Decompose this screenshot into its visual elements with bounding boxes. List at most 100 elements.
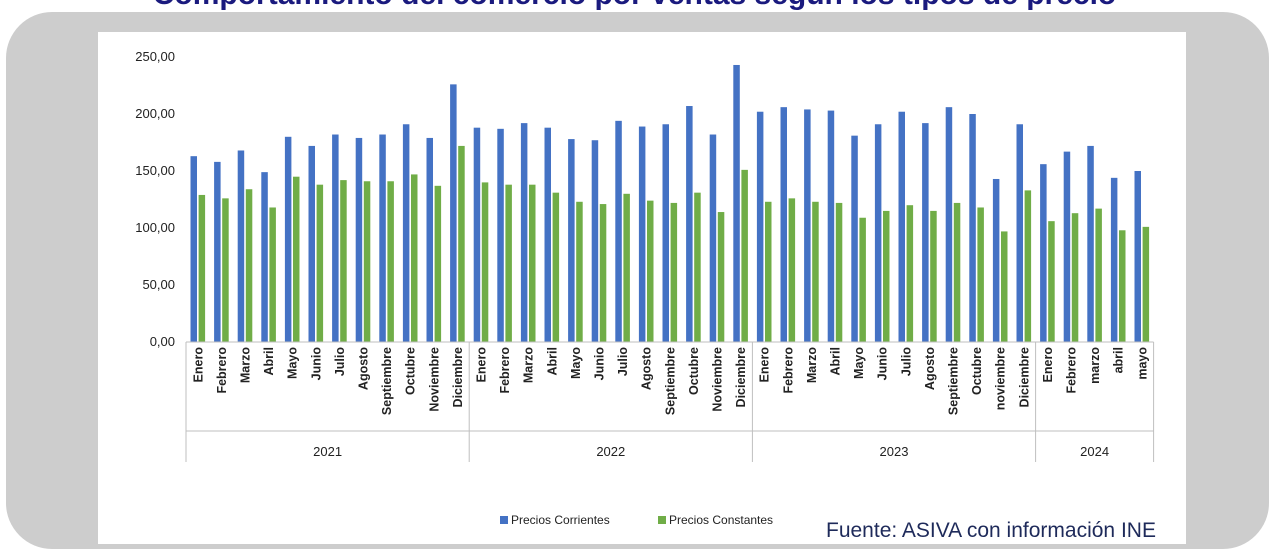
x-tick-label: Septiembre [947,347,961,415]
bar-precios-corrientes [1063,151,1071,342]
bar-precios-corrientes [426,137,433,342]
x-tick-label: Febrero [781,347,795,394]
x-tick-label: Junio [309,347,323,381]
bar-precios-corrientes [945,107,953,342]
bar-precios-constantes [1119,230,1126,342]
bar-precios-constantes [434,185,442,342]
bar-precios-corrientes [214,161,221,342]
x-tick-label: Julio [899,347,913,377]
x-tick-label: Junio [593,347,607,381]
bar-precios-corrientes [237,150,245,342]
x-tick-label: Septiembre [380,347,394,415]
x-tick-label: Mayo [852,347,866,379]
x-tick-label: Enero [758,347,772,383]
bar-precios-constantes [458,145,465,342]
bar-precios-corrientes [190,156,197,342]
x-tick-label: Noviembre [427,347,441,412]
bar-precios-corrientes [1110,177,1118,342]
legend-swatch [658,516,666,524]
x-axis-categories: Enero Febrero Marzo Abril Mayo Junio Julio Agos… [191,347,1149,415]
bar-precios-constantes [552,192,560,342]
bar-precios-constantes [883,210,890,342]
year-group-label: 2022 [596,444,625,459]
x-tick-label: Octubre [404,347,418,395]
y-axis: 0,00 50,00 100,00 150,00 200,00 250,00 [135,49,175,349]
bar-precios-corrientes [638,126,646,342]
bar-precios-corrientes [922,123,929,343]
x-tick-label: Diciembre [451,347,465,407]
y-tick-label: 200,00 [135,106,175,121]
legend: Precios Corrientes Precios Constantes [500,513,773,527]
bar-precios-constantes [481,182,489,342]
x-tick-label: Marzo [239,347,253,383]
bar-precios-corrientes [308,145,315,342]
bar-precios-corrientes [520,123,528,343]
chart-title: Comportamiento del comercio por ventas s… [0,0,1269,10]
x-tick-label: Abril [545,347,559,375]
source-note: Fuente: ASIVA con información INE [826,519,1156,542]
x-tick-label: Mayo [286,347,300,379]
bar-precios-corrientes [969,114,976,342]
x-tick-label: Agosto [640,347,654,390]
bar-precios-corrientes [473,127,481,343]
bar-precios-constantes [930,210,937,342]
x-tick-label: Marzo [522,347,536,383]
bar-precios-constantes [529,184,536,342]
x-tick-label: mayo [1135,347,1149,380]
x-tick-label: Septiembre [663,347,677,415]
bar-precios-constantes [1001,231,1008,342]
bar-precios-corrientes [709,134,717,342]
bar-precios-constantes [363,181,371,342]
bar-precios-constantes [906,205,914,342]
bar-precios-constantes [1048,221,1055,342]
chart-title-strip: Comportamiento del comercio por ventas s… [0,0,1269,10]
bar-precios-corrientes [780,107,787,342]
y-tick-label: 150,00 [135,163,175,178]
bar-precios-constantes [269,207,276,342]
x-tick-label: Enero [1041,347,1055,383]
bar-precios-constantes [765,201,772,342]
bar-precios-constantes [599,204,607,342]
legend-swatch [500,516,508,524]
bar-precios-corrientes [874,124,882,342]
x-tick-label: Abril [262,347,276,375]
x-tick-label: Febrero [1065,347,1079,394]
y-tick-label: 100,00 [135,220,175,235]
bar-precios-constantes [387,181,394,342]
bar-precios-constantes [340,180,347,342]
y-tick-label: 250,00 [135,49,175,64]
bar-precios-constantes [576,201,583,342]
bar-precios-constantes [788,198,796,342]
x-tick-label: abril [1112,347,1126,373]
bar-precios-constantes [670,202,678,342]
x-tick-label: Marzo [805,347,819,383]
bar-precios-corrientes [402,124,410,342]
x-axis-year-groups: 2021 2022 2023 2024 [185,342,1155,462]
x-tick-label: Enero [475,347,489,383]
bar-precios-constantes [1142,226,1150,342]
bar-precios-corrientes [733,64,740,342]
x-tick-label: noviembre [994,347,1008,410]
x-tick-label: Agosto [357,347,371,390]
bar-precios-corrientes [804,109,811,342]
bar-precios-constantes [717,212,725,342]
bar-precios-corrientes [497,128,504,342]
bar-precios-constantes [812,201,819,342]
bar-precios-corrientes [261,172,268,342]
x-tick-label: Julio [333,347,347,377]
bar-precios-corrientes [992,178,1000,342]
bar-precios-constantes [1024,190,1032,342]
year-group-label: 2021 [313,444,342,459]
bar-precios-corrientes [450,84,457,343]
bar-precios-corrientes [355,137,363,342]
bar-precios-constantes [694,192,701,342]
bar-precios-corrientes [544,127,551,343]
x-tick-label: Enero [191,347,205,383]
x-tick-label: Octubre [687,347,701,395]
bar-precios-constantes [411,174,418,342]
bar-precios-corrientes [615,120,622,342]
x-tick-label: Diciembre [734,347,748,407]
bar-precios-corrientes [756,111,764,342]
bar-precios-corrientes [1040,164,1047,342]
bar-precios-constantes [316,184,324,342]
